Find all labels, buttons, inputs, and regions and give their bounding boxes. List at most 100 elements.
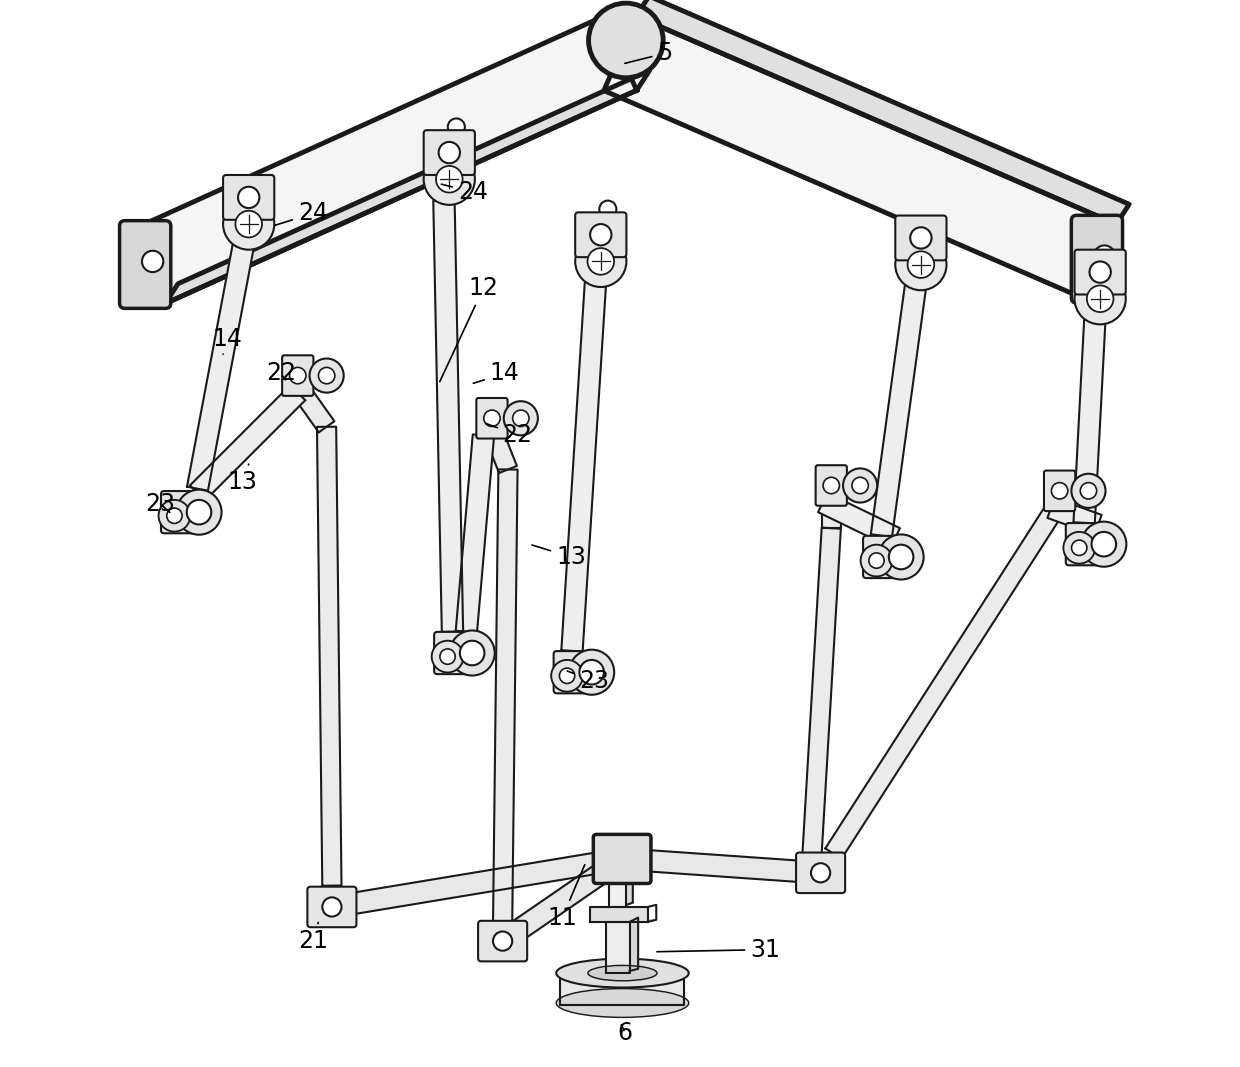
Circle shape — [1071, 474, 1106, 508]
Polygon shape — [290, 381, 335, 432]
Ellipse shape — [611, 845, 631, 854]
Circle shape — [290, 367, 306, 384]
Circle shape — [166, 508, 182, 524]
Polygon shape — [242, 194, 255, 207]
Polygon shape — [621, 848, 821, 883]
Circle shape — [552, 659, 583, 691]
Circle shape — [503, 401, 538, 435]
Circle shape — [159, 499, 190, 531]
Polygon shape — [590, 920, 656, 922]
Circle shape — [579, 659, 604, 685]
Circle shape — [436, 166, 463, 192]
Circle shape — [1091, 531, 1116, 557]
Circle shape — [559, 668, 575, 684]
FancyBboxPatch shape — [1044, 471, 1075, 511]
Circle shape — [1086, 286, 1114, 312]
Circle shape — [236, 211, 262, 237]
Text: 13: 13 — [227, 464, 257, 494]
Text: 23: 23 — [567, 669, 609, 692]
FancyBboxPatch shape — [223, 175, 274, 220]
Text: 13: 13 — [532, 545, 585, 569]
Ellipse shape — [610, 875, 634, 883]
Circle shape — [450, 631, 495, 675]
Circle shape — [1075, 273, 1126, 324]
FancyBboxPatch shape — [593, 834, 651, 883]
Polygon shape — [484, 426, 517, 473]
Text: 24: 24 — [275, 202, 327, 225]
Circle shape — [439, 142, 460, 163]
Polygon shape — [443, 149, 455, 162]
Polygon shape — [609, 879, 626, 907]
Ellipse shape — [588, 966, 657, 981]
FancyBboxPatch shape — [479, 921, 527, 961]
Circle shape — [889, 544, 914, 570]
Polygon shape — [625, 845, 630, 877]
Polygon shape — [131, 16, 636, 304]
Polygon shape — [826, 496, 1068, 859]
FancyBboxPatch shape — [476, 398, 507, 439]
FancyBboxPatch shape — [434, 632, 481, 674]
Circle shape — [569, 650, 614, 695]
Circle shape — [1052, 482, 1068, 499]
Polygon shape — [433, 201, 464, 632]
Circle shape — [143, 251, 164, 272]
Polygon shape — [818, 493, 900, 547]
FancyBboxPatch shape — [119, 221, 171, 308]
Text: 12: 12 — [440, 276, 498, 382]
Ellipse shape — [557, 988, 688, 1018]
Polygon shape — [317, 427, 341, 886]
Text: 6: 6 — [618, 1021, 632, 1045]
Polygon shape — [594, 232, 608, 244]
Circle shape — [238, 187, 259, 208]
Circle shape — [895, 239, 946, 290]
Circle shape — [811, 863, 831, 882]
Circle shape — [869, 553, 884, 569]
Polygon shape — [630, 918, 639, 971]
Text: 5: 5 — [625, 42, 672, 65]
Circle shape — [908, 252, 934, 277]
Polygon shape — [165, 70, 650, 304]
FancyBboxPatch shape — [1071, 216, 1122, 303]
Circle shape — [1071, 540, 1087, 556]
Polygon shape — [822, 494, 841, 528]
Polygon shape — [606, 922, 630, 973]
FancyBboxPatch shape — [308, 887, 356, 927]
Circle shape — [843, 468, 877, 503]
Circle shape — [319, 367, 335, 384]
Polygon shape — [1094, 269, 1106, 282]
Circle shape — [823, 477, 839, 494]
FancyBboxPatch shape — [553, 651, 601, 694]
Text: 23: 23 — [145, 492, 175, 515]
Polygon shape — [1048, 498, 1101, 535]
Circle shape — [223, 198, 274, 250]
Circle shape — [861, 544, 893, 576]
FancyBboxPatch shape — [575, 212, 626, 257]
Polygon shape — [1074, 319, 1106, 524]
Circle shape — [1094, 245, 1115, 267]
Polygon shape — [562, 282, 606, 652]
Circle shape — [575, 236, 626, 287]
Text: 14: 14 — [474, 362, 520, 385]
FancyBboxPatch shape — [796, 853, 846, 893]
Circle shape — [910, 227, 931, 249]
Circle shape — [484, 410, 500, 427]
Polygon shape — [496, 850, 629, 950]
Polygon shape — [190, 385, 305, 500]
Text: 21: 21 — [298, 922, 327, 953]
Circle shape — [460, 640, 485, 666]
Circle shape — [599, 201, 616, 218]
FancyBboxPatch shape — [1066, 523, 1114, 566]
Polygon shape — [626, 875, 632, 905]
Circle shape — [590, 224, 611, 245]
Polygon shape — [187, 243, 254, 491]
FancyBboxPatch shape — [161, 491, 208, 534]
Polygon shape — [456, 434, 494, 633]
Text: 22: 22 — [265, 362, 296, 385]
FancyBboxPatch shape — [283, 355, 314, 396]
Polygon shape — [802, 527, 841, 855]
Text: 24: 24 — [441, 180, 487, 204]
Circle shape — [440, 649, 455, 665]
Ellipse shape — [557, 958, 688, 988]
FancyBboxPatch shape — [895, 216, 946, 260]
Polygon shape — [330, 848, 624, 918]
